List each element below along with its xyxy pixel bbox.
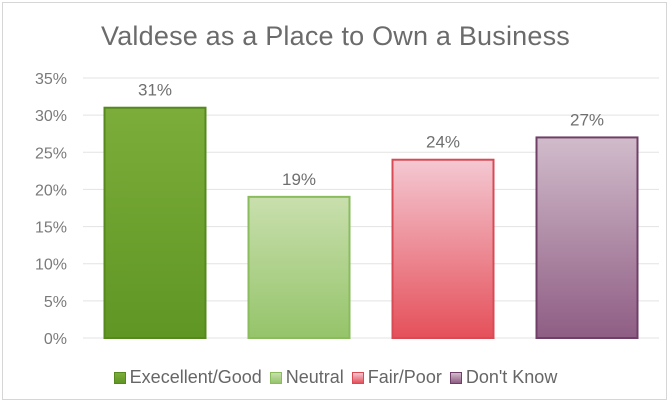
data-label: 27% [570, 110, 604, 129]
legend-item: Fair/Poor [351, 367, 442, 388]
legend-label: Fair/Poor [367, 367, 442, 387]
y-tick-label: 5% [44, 294, 67, 311]
y-axis-ticks: 0% 5% 10% 15% 20% 25% 30% 35% [35, 71, 67, 348]
y-tick-label: 0% [44, 331, 67, 348]
data-label: 19% [282, 170, 316, 189]
legend-item: Execellent/Good [113, 367, 262, 388]
bar [391, 158, 495, 339]
legend-swatch [269, 372, 282, 384]
chart-frame: Valdese as a Place to Own a Business 0% 5… [2, 2, 667, 400]
legend-swatch [449, 372, 462, 384]
bar [247, 195, 351, 339]
legend-item: Don't Know [449, 367, 558, 388]
data-label: 31% [138, 81, 172, 100]
bar-chart: 0% 5% 10% 15% 20% 25% 30% 35% 31% 19% 24% 27% [35, 71, 659, 348]
bar [535, 136, 639, 339]
y-tick-label: 30% [35, 108, 67, 125]
legend-label: Don't Know [465, 367, 558, 387]
legend: Execellent/Good Neutral Fair/Poor Don't Kno… [3, 367, 668, 388]
legend-label: Neutral [285, 367, 344, 387]
y-tick-label: 35% [35, 71, 67, 88]
legend-swatch [351, 372, 364, 384]
legend-label: Execellent/Good [129, 367, 262, 387]
legend-swatch [113, 372, 126, 384]
y-tick-label: 25% [35, 145, 67, 162]
chart-title: Valdese as a Place to Own a Business [101, 21, 570, 51]
bar [103, 106, 207, 340]
data-labels: 31% 19% 24% 27% [138, 81, 604, 189]
data-label: 24% [426, 133, 460, 152]
y-tick-label: 15% [35, 220, 67, 237]
y-tick-label: 20% [35, 182, 67, 199]
y-tick-label: 10% [35, 257, 67, 274]
bars [103, 106, 639, 340]
legend-item: Neutral [269, 367, 344, 388]
